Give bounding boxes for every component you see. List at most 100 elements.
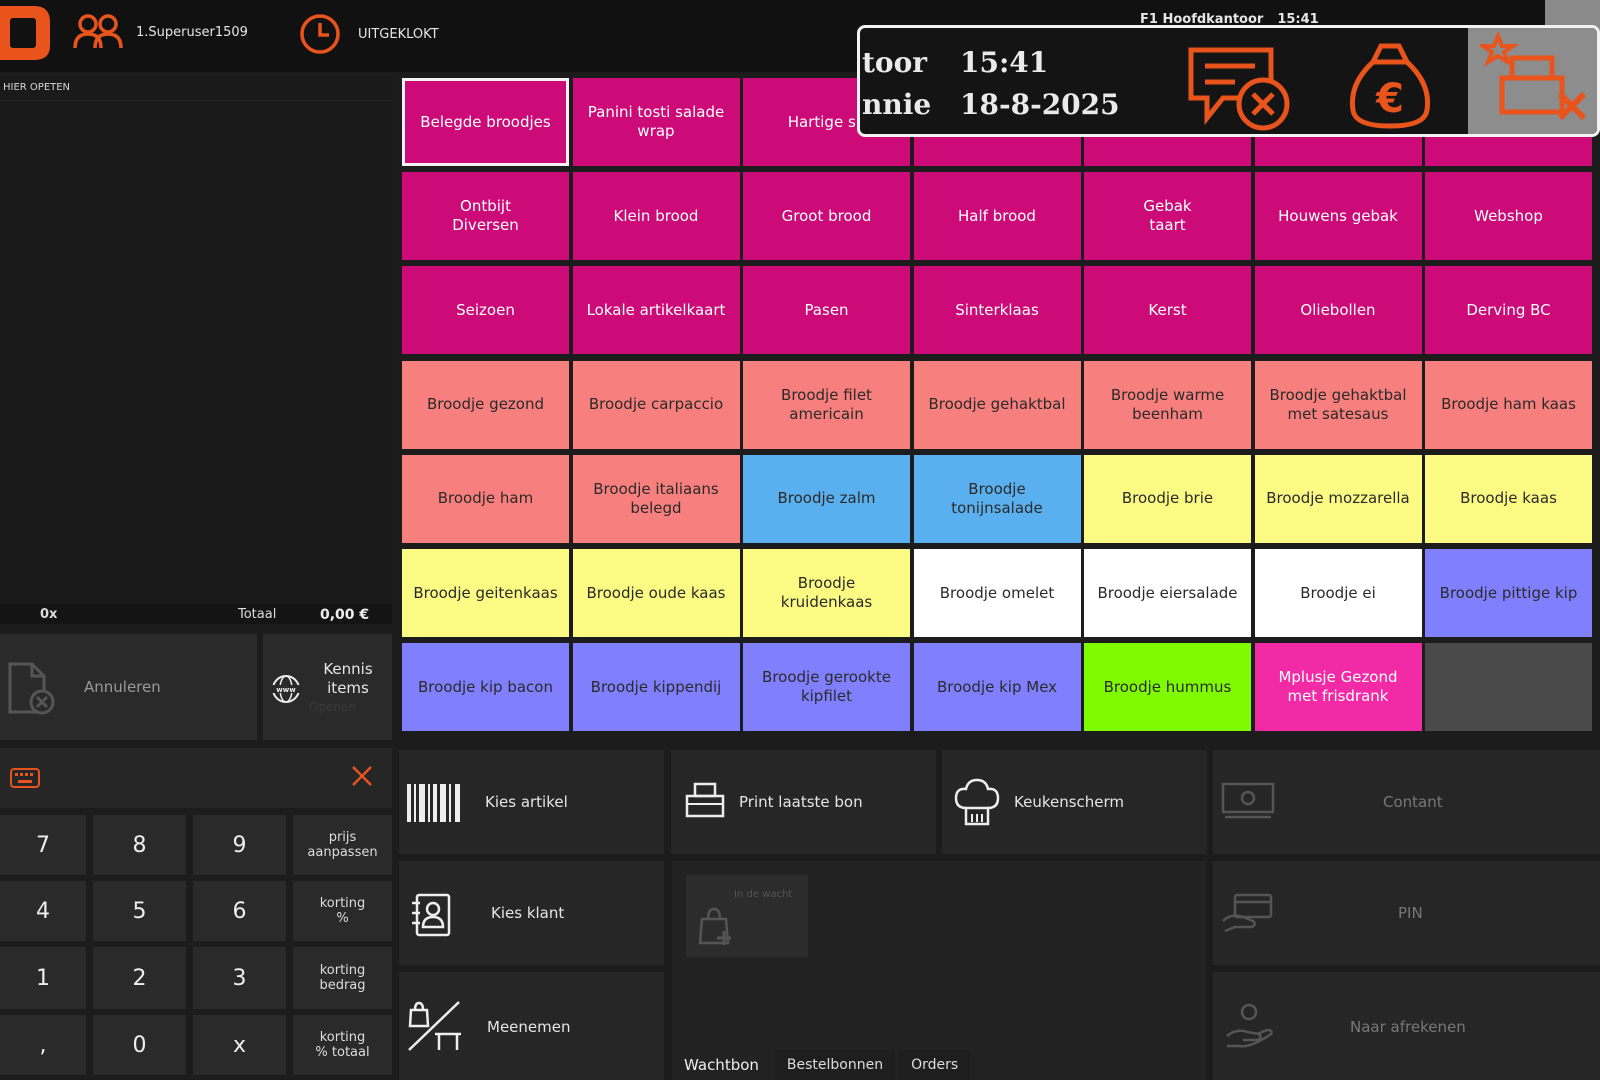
- key-7[interactable]: 7: [0, 815, 86, 875]
- tab-wachtbon[interactable]: Wachtbon: [672, 1050, 771, 1080]
- bag-add-icon: [698, 907, 731, 945]
- product-tile[interactable]: Klein brood: [572, 172, 740, 261]
- key-6[interactable]: 6: [193, 881, 286, 941]
- key-5[interactable]: 5: [93, 881, 186, 941]
- kitchen-screen-button[interactable]: Keukenscherm: [942, 750, 1207, 854]
- product-tile[interactable]: Mplusje Gezond met frisdrank: [1254, 643, 1422, 732]
- key-8[interactable]: 8: [93, 815, 186, 875]
- product-tile[interactable]: Broodje gehaktbal met satesaus: [1254, 360, 1422, 449]
- cash-icon: [1221, 782, 1275, 819]
- product-tile[interactable]: Broodje carpaccio: [572, 360, 740, 449]
- product-tile[interactable]: Panini tosti salade wrap: [572, 78, 740, 166]
- order-totals: 0x Totaal 0,00 €: [0, 604, 392, 624]
- product-tile[interactable]: Sinterklaas: [913, 266, 1081, 355]
- tab-orders[interactable]: Orders: [899, 1050, 971, 1080]
- product-tile[interactable]: Broodje omelet: [913, 549, 1081, 637]
- choose-article-label: Kies artikel: [485, 793, 568, 811]
- key-2[interactable]: 2: [93, 947, 186, 1009]
- message-cancel-icon[interactable]: [1185, 42, 1295, 132]
- chef-hat-icon: [954, 778, 1000, 826]
- key-comma[interactable]: ,: [0, 1015, 86, 1075]
- key-multiply[interactable]: x: [193, 1015, 286, 1075]
- product-tile[interactable]: Broodje kip Mex: [913, 643, 1081, 732]
- product-tile[interactable]: Pasen: [743, 266, 910, 355]
- product-tile[interactable]: Belegde broodjes: [402, 78, 569, 166]
- tab-bestelbonnen[interactable]: Bestelbonnen: [774, 1050, 896, 1080]
- product-tile[interactable]: Groot brood: [743, 172, 910, 261]
- cash-payment-button[interactable]: Contant: [1213, 750, 1600, 854]
- barcode-icon: [407, 784, 460, 822]
- product-tile[interactable]: Broodje gehaktbal: [913, 360, 1081, 449]
- key-3[interactable]: 3: [193, 947, 286, 1009]
- key-9[interactable]: 9: [193, 815, 286, 875]
- clock-status-label: UITGEKLOKT: [358, 26, 439, 42]
- product-tile[interactable]: Broodje kruidenkaas: [743, 549, 910, 637]
- product-tile[interactable]: Gebak taart: [1084, 172, 1251, 261]
- choose-article-button[interactable]: Kies artikel: [399, 750, 664, 854]
- product-tile[interactable]: Houwens gebak: [1254, 172, 1422, 261]
- product-tile[interactable]: Broodje ei: [1254, 549, 1422, 637]
- product-tile[interactable]: Broodje italiaans belegd: [572, 454, 740, 543]
- clock-icon: [300, 14, 340, 54]
- knowledge-items-button[interactable]: www Kennis items Openen: [263, 634, 392, 740]
- cancel-label: Annuleren: [84, 678, 161, 696]
- choose-customer-button[interactable]: Kies klant: [399, 861, 664, 965]
- key-1[interactable]: 1: [0, 947, 86, 1009]
- print-last-receipt-button[interactable]: Print laatste bon: [671, 750, 936, 854]
- product-tile[interactable]: Broodje kip bacon: [402, 643, 569, 732]
- keyboard-icon[interactable]: [10, 768, 40, 788]
- zoom-label-2: nnie: [862, 88, 932, 121]
- order-list[interactable]: HIER OPETEN: [0, 76, 392, 604]
- product-tile[interactable]: Broodje ham: [402, 454, 569, 543]
- product-tile[interactable]: Broodje geitenkaas: [402, 549, 569, 637]
- discount-percent-button[interactable]: korting %: [293, 881, 392, 941]
- product-tile[interactable]: Broodje pittige kip: [1425, 549, 1592, 637]
- product-tile[interactable]: Broodje gezond: [402, 360, 569, 449]
- user-name: 1.Superuser1509: [136, 24, 248, 40]
- product-tile[interactable]: Half brood: [913, 172, 1081, 261]
- product-tile[interactable]: Kerst: [1084, 266, 1251, 355]
- product-tile[interactable]: Broodje warme beenham: [1084, 360, 1251, 449]
- key-4[interactable]: 4: [0, 881, 86, 941]
- product-tile[interactable]: Broodje mozzarella: [1254, 454, 1422, 543]
- contact-book-icon: [412, 893, 451, 937]
- product-tile[interactable]: Seizoen: [402, 266, 569, 355]
- takeaway-button[interactable]: Meenemen: [399, 972, 664, 1080]
- cancel-button[interactable]: Annuleren: [0, 634, 257, 740]
- kitchen-screen-label: Keukenscherm: [1014, 793, 1125, 811]
- product-tile[interactable]: Broodje brie: [1084, 454, 1251, 543]
- product-tile[interactable]: Oliebollen: [1254, 266, 1422, 355]
- user-indicator[interactable]: 1.Superuser1509: [72, 12, 248, 52]
- document-cancel-icon: [8, 662, 55, 715]
- put-on-hold-button[interactable]: In de wacht: [686, 875, 808, 957]
- product-tile[interactable]: Broodje kippendij: [572, 643, 740, 732]
- discount-amount-button[interactable]: korting bedrag: [293, 947, 392, 1009]
- money-bag-icon[interactable]: €: [1345, 40, 1435, 132]
- product-tile[interactable]: Webshop: [1425, 172, 1592, 261]
- product-tile[interactable]: [1425, 643, 1592, 732]
- discount-total-button[interactable]: korting % totaal: [293, 1015, 392, 1075]
- pin-payment-button[interactable]: PIN: [1213, 861, 1600, 965]
- product-tile[interactable]: Broodje gerookte kipfilet: [743, 643, 910, 732]
- product-tile[interactable]: Lokale artikelkaart: [572, 266, 740, 355]
- product-tile[interactable]: Broodje kaas: [1425, 454, 1592, 543]
- product-tile[interactable]: Derving BC: [1425, 266, 1592, 355]
- product-tile[interactable]: Ontbijt Diversen: [402, 172, 569, 261]
- price-adjust-button[interactable]: prijs aanpassen: [293, 815, 392, 875]
- divider: [0, 100, 392, 101]
- hold-area: In de wacht: [672, 861, 1206, 1080]
- app-logo: [0, 6, 50, 60]
- product-tile[interactable]: Broodje filet americain: [743, 360, 910, 449]
- zoom-time: 15:41: [960, 46, 1049, 79]
- product-tile[interactable]: Broodje tonijnsalade: [913, 454, 1081, 543]
- product-tile[interactable]: Broodje ham kaas: [1425, 360, 1592, 449]
- clear-input-icon[interactable]: [350, 764, 374, 788]
- product-tile[interactable]: Broodje hummus: [1084, 643, 1251, 732]
- product-tile[interactable]: Broodje zalm: [743, 454, 910, 543]
- key-0[interactable]: 0: [93, 1015, 186, 1075]
- checkout-button[interactable]: Naar afrekenen: [1213, 972, 1600, 1080]
- clock-status[interactable]: UITGEKLOKT: [298, 12, 439, 56]
- favorite-print-cancel-icon[interactable]: [1480, 32, 1592, 136]
- product-tile[interactable]: Broodje eiersalade: [1084, 549, 1251, 637]
- product-tile[interactable]: Broodje oude kaas: [572, 549, 740, 637]
